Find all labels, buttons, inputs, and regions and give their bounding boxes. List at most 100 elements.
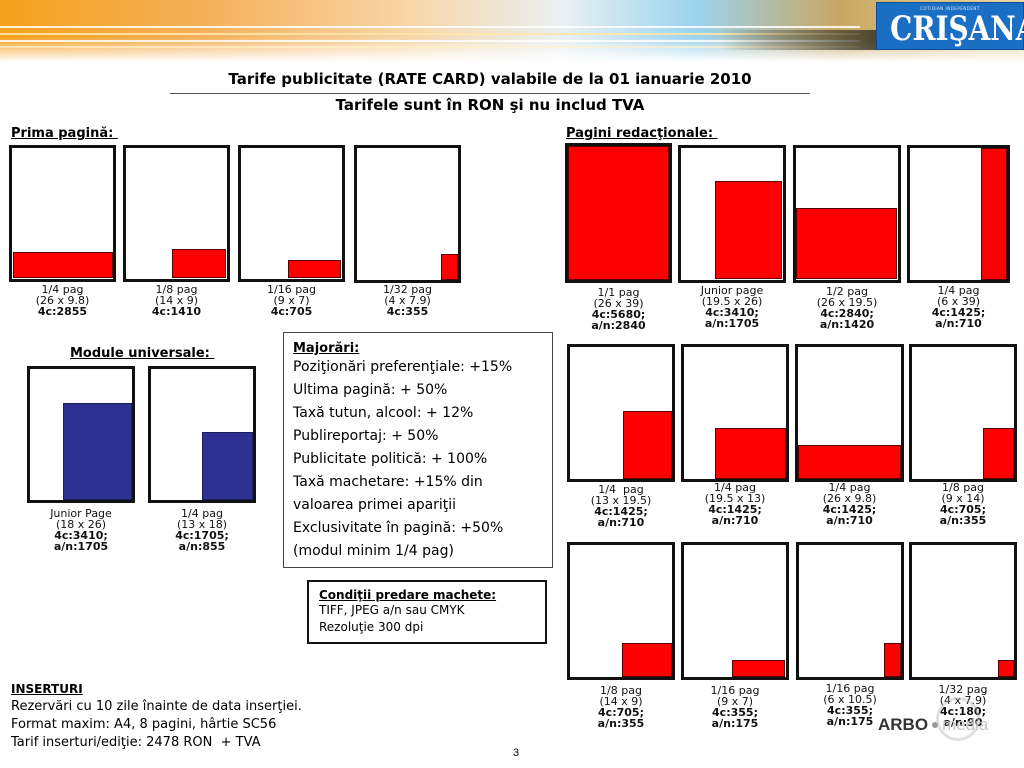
ad-price: 4c:2855 [37, 305, 88, 318]
ad-size: (26 x 39) [593, 297, 644, 310]
ad-caption: 1/4 pag (6 x 39) 4c:1425; a/n:710 [907, 285, 1010, 329]
majorari-line: Exclusivitate în pagină: +50% [293, 520, 504, 536]
ad-label: 1/4 pag [828, 481, 871, 494]
ad-area [63, 403, 132, 500]
ad-price-4c: 4c:1425; [822, 503, 877, 516]
arbo-word: ARBO [878, 715, 929, 734]
ad-size: (4 x 7.9) [384, 294, 431, 307]
inserturi-line: Format maxim: A4, 8 pagini, hârtie SC56 [11, 717, 277, 732]
majorari-line: Publireportaj: + 50% [293, 428, 439, 444]
ad-price-4c: 4c:1425; [594, 505, 648, 518]
ad-area [172, 249, 226, 278]
logo-ring [936, 697, 980, 741]
ad-size: (9 x 7) [716, 695, 754, 708]
majorari-title: Majorări: [293, 341, 360, 356]
ad-price-4c: 4c:1705; [175, 529, 229, 542]
ad-price-an: a/n:175 [826, 715, 874, 728]
ad-caption: Junior Page (18 x 26) 4c:3410; a/n:1705 [27, 508, 135, 552]
prima-pagina-title: Prima pagină: [11, 126, 118, 141]
ad-size: (14 x 9) [154, 294, 199, 307]
ad-price-an: a/n:710 [935, 317, 982, 330]
ad-area [981, 148, 1007, 280]
ad-caption: 1/32 pag (4 x 7.9) 4c:355 [354, 284, 461, 317]
ad-price-4c: 4c:5680; [591, 308, 646, 321]
page-number: 3 [513, 747, 520, 759]
ad-caption: 1/16 pag (9 x 7) 4c:355; a/n:175 [681, 685, 789, 729]
ad-price: 4c:355 [386, 305, 429, 318]
majorari-box: Majorări: Poziţionări preferenţiale: +15… [283, 332, 553, 568]
ad-area [13, 252, 113, 278]
ad-layout-prima-3 [238, 145, 345, 282]
ad-label: Junior Page [50, 507, 112, 520]
ad-layout-redactional-3 [793, 145, 901, 283]
banner-streak [0, 33, 860, 35]
logo-name: CRIŞANA [890, 9, 1024, 49]
ad-label: 1/2 pag [826, 285, 868, 298]
ad-price-an: a/n:710 [711, 514, 759, 527]
ad-price-4c: 4c:705; [598, 706, 644, 719]
ad-layout-redactional-12 [909, 542, 1017, 680]
ad-layout-module-2 [148, 366, 256, 503]
ad-label: 1/4 pag [181, 507, 223, 520]
ad-area [715, 428, 786, 479]
ad-layout-redactional-4 [907, 145, 1010, 283]
ad-caption: 1/4 pag (19.5 x 13) 4c:1425; a/n:710 [681, 482, 789, 526]
conditii-box: Condiţii predare machete: TIFF, JPEG a/n… [307, 580, 547, 644]
ad-layout-redactional-8 [909, 344, 1017, 482]
ad-layout-prima-1 [9, 145, 116, 282]
banner-streak [0, 40, 860, 42]
inserturi-line: Rezervări cu 10 zile înainte de data ins… [11, 699, 302, 714]
ad-caption: 1/2 pag (26 x 19.5) 4c:2840; a/n:1420 [793, 286, 901, 330]
ad-price-an: a/n:1420 [819, 318, 875, 331]
ad-price-an: a/n:1705 [53, 540, 109, 553]
ad-caption: 1/1 pag (26 x 39) 4c:5680; a/n:2840 [565, 287, 672, 331]
title-divider [170, 93, 810, 94]
logo-tagline: COTIDIAN INDEPENDENT [920, 6, 980, 11]
crisana-logo: COTIDIAN INDEPENDENT CRIŞANA [876, 2, 1024, 50]
inserturi-line: Tarif inserturi/ediţie: 2478 RON + TVA [11, 735, 261, 750]
ad-area [732, 660, 785, 677]
ad-price: 4c:705 [270, 305, 313, 318]
ad-caption: 1/4 pag (13 x 18) 4c:1705; a/n:855 [148, 508, 256, 552]
ad-caption: Junior page (19.5 x 26) 4c:3410; a/n:170… [678, 285, 786, 329]
page-subtitle: Tarifele sunt în RON şi nu includ TVA [335, 96, 645, 114]
majorari-line: Taxă tutun, alcool: + 12% [293, 405, 474, 421]
ad-area [623, 411, 672, 479]
ad-label: Junior page [700, 284, 764, 297]
ad-layout-redactional-7 [795, 344, 904, 482]
ad-price-an: a/n:710 [597, 516, 645, 529]
ad-layout-redactional-10 [681, 542, 789, 680]
banner-streak [0, 46, 860, 48]
ad-caption: 1/4 pag (26 x 9.8) 4c:1425; a/n:710 [795, 482, 904, 526]
ad-price-an: a/n:355 [597, 717, 645, 730]
ad-label: 1/4 pag [714, 481, 756, 494]
ad-caption: 1/4 pag (13 x 19.5) 4c:1425; a/n:710 [567, 484, 675, 528]
ad-size: (18 x 26) [55, 518, 107, 531]
ad-label: 1/8 pag [155, 283, 198, 296]
ad-label: 1/16 pag [267, 283, 316, 296]
ad-area [441, 254, 458, 280]
ad-price-an: a/n:855 [178, 540, 226, 553]
ad-size: (9 x 7) [273, 294, 310, 307]
ad-size: (6 x 10.5) [823, 693, 877, 706]
ad-layout-redactional-6 [681, 344, 789, 482]
ad-price-4c: 4c:1425; [708, 503, 762, 516]
ad-label: 1/16 pag [825, 682, 875, 695]
ad-area [288, 260, 341, 278]
ad-area [796, 208, 897, 279]
ad-price-4c: 4c:705; [940, 503, 986, 516]
ad-price-4c: 4c:3410; [705, 306, 759, 319]
arbo-media-logo: ARBO media [878, 697, 988, 741]
page-title: Tarife publicitate (RATE CARD) valabile … [228, 70, 752, 88]
ad-area [983, 428, 1014, 479]
ad-price-4c: 4c:355; [712, 706, 758, 719]
ad-label: 1/1 pag [597, 286, 640, 299]
majorari-line: Ultima pagină: + 50% [293, 382, 448, 398]
ad-price-4c: 4c:355; [827, 704, 873, 717]
ad-price-an: a/n:355 [939, 514, 987, 527]
pagini-redactionale-title: Pagini redacţionale: [566, 126, 718, 141]
majorari-line: (modul minim 1/4 pag) [293, 543, 454, 559]
majorari-line: Taxă machetare: +15% din [293, 474, 483, 490]
ad-price-an: a/n:175 [711, 717, 759, 730]
ad-layout-prima-2 [123, 145, 230, 282]
